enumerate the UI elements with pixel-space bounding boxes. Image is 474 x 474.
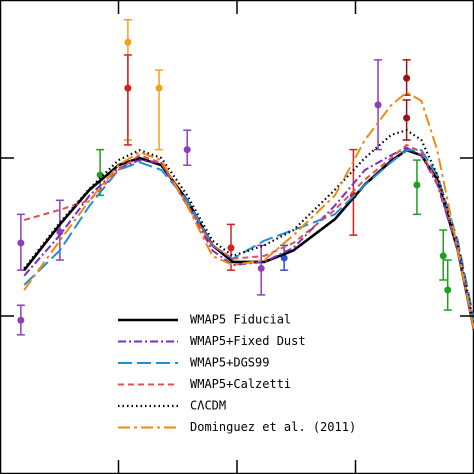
data-point: [444, 286, 452, 294]
data-point: [227, 244, 235, 252]
series-line: [23, 149, 474, 321]
legend-label: WMAP5 Fiducial: [190, 313, 291, 327]
legend-label: WMAP5+Calzetti: [190, 377, 291, 391]
data-point: [257, 264, 265, 272]
data-point: [280, 254, 288, 262]
series-line: [23, 128, 474, 326]
legend-label: WMAP5+Fixed Dust: [190, 334, 306, 348]
data-point: [17, 239, 25, 247]
data-point: [403, 114, 411, 122]
legend-label: Dominguez et al. (2011): [190, 420, 356, 434]
data-point: [403, 74, 411, 82]
legend-label: CΛCDM: [190, 399, 226, 413]
data-point: [124, 84, 132, 92]
data-point: [155, 84, 163, 92]
data-point: [413, 181, 421, 189]
data-point: [124, 38, 132, 46]
data-point: [374, 101, 382, 109]
series-line: [23, 143, 474, 330]
series-line: [23, 146, 474, 330]
series-line: [23, 148, 474, 330]
series-line: [23, 91, 474, 330]
data-point: [96, 171, 104, 179]
data-point: [56, 228, 64, 236]
legend-label: WMAP5+DGS99: [190, 356, 269, 370]
data-point: [17, 316, 25, 324]
data-point: [183, 146, 191, 154]
data-point: [439, 252, 447, 260]
plot-area: [16, 18, 474, 336]
legend: WMAP5 Fiducial WMAP5+Fixed Dust WMAP5+DGS9…: [118, 313, 356, 434]
